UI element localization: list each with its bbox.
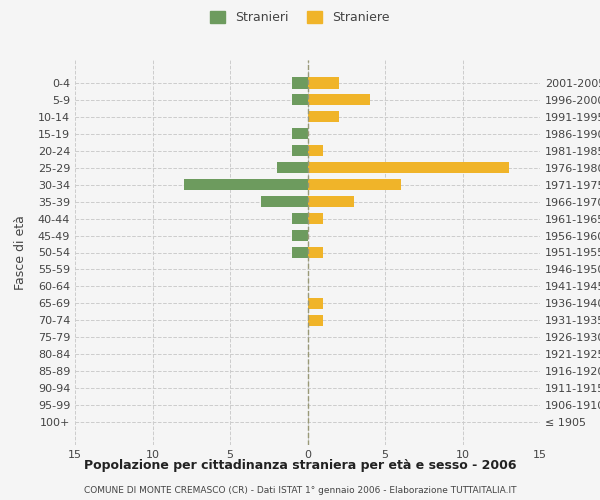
Bar — [292, 128, 308, 140]
Bar — [308, 298, 323, 309]
Bar — [308, 179, 401, 190]
Bar — [308, 315, 323, 326]
Bar — [292, 78, 308, 88]
Text: Popolazione per cittadinanza straniera per età e sesso - 2006: Popolazione per cittadinanza straniera p… — [84, 460, 516, 472]
Bar — [308, 213, 323, 224]
Bar — [292, 213, 308, 224]
Bar — [261, 196, 308, 207]
Bar — [292, 230, 308, 241]
Bar — [292, 146, 308, 156]
Bar — [184, 179, 308, 190]
Bar — [292, 94, 308, 106]
Bar — [308, 162, 509, 173]
Bar — [308, 196, 354, 207]
Y-axis label: Fasce di età: Fasce di età — [14, 215, 26, 290]
Legend: Stranieri, Straniere: Stranieri, Straniere — [205, 6, 395, 29]
Bar — [292, 247, 308, 258]
Bar — [277, 162, 308, 173]
Bar — [308, 146, 323, 156]
Bar — [308, 247, 323, 258]
Bar — [308, 112, 338, 122]
Bar — [308, 78, 338, 88]
Bar — [308, 94, 370, 106]
Text: COMUNE DI MONTE CREMASCO (CR) - Dati ISTAT 1° gennaio 2006 - Elaborazione TUTTAI: COMUNE DI MONTE CREMASCO (CR) - Dati IST… — [84, 486, 516, 495]
